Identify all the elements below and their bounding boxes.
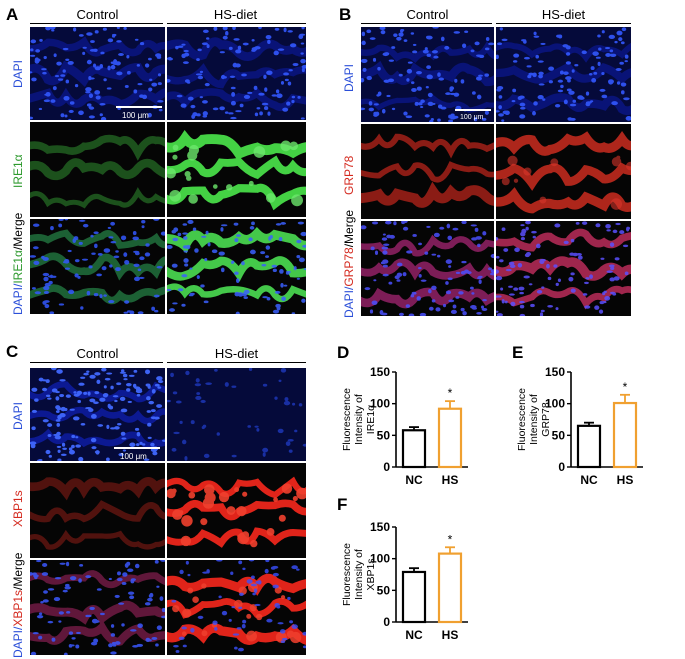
y-tick-label: 0 (383, 615, 390, 629)
panel-a-control-rule (30, 23, 163, 24)
panel-b-merge-marker-text: GRP78 (342, 247, 356, 287)
panel-b-control-rule (361, 23, 492, 24)
y-axis-label: Intensity of (528, 394, 540, 445)
panel-c-hsdiet-rule (167, 362, 306, 363)
panel-a-hsdiet-dapi-image (167, 27, 306, 120)
panel-a-hsdiet-merge-image (167, 219, 306, 314)
panel-a-merge-suffix-text: /Merge (11, 212, 25, 251)
panel-a-control-dapi-image (30, 27, 165, 120)
panel-c-dapi-row-label: DAPI (11, 401, 25, 430)
bar-hs (437, 407, 463, 469)
y-axis-label: Fluorescence (516, 388, 528, 451)
panel-b-hsdiet-dapi-image (496, 27, 631, 122)
panel-b-merge-suffix-text: /Merge (342, 209, 356, 248)
panel-letter-c: C (6, 342, 19, 361)
x-tick-label: HS (442, 628, 459, 642)
y-axis-label: GRP78 (540, 402, 552, 437)
panel-b-hsdiet-merge-image (496, 221, 631, 316)
y-tick-label: 150 (545, 365, 565, 379)
panel-b-control-merge-image (361, 221, 494, 316)
y-axis-label: Fluorescence (341, 543, 353, 606)
panel-a-control-merge-image (30, 219, 165, 314)
x-tick-label: NC (580, 473, 598, 487)
panel-b-control-heading: Control (406, 7, 449, 22)
y-tick-label: 50 (552, 428, 566, 442)
y-tick-label: 0 (383, 460, 390, 474)
panel-b-hsdiet-heading: HS-diet (541, 7, 586, 22)
y-axis-label: Intensity of (353, 394, 365, 445)
panel-letter-a: A (6, 5, 19, 24)
panel-c-control-merge-image (30, 560, 165, 655)
y-axis-label: Intensity of (353, 549, 365, 600)
panel-c-scale-label: 100 μm (120, 452, 147, 461)
y-tick-label: 50 (377, 428, 391, 442)
panel-b-control-grp78-image (361, 124, 494, 219)
panel-c-hsdiet-heading: HS-diet (214, 346, 259, 361)
panel-b-dapi-row-label: DAPI (342, 63, 356, 92)
panel-a-hsdiet-heading: HS-diet (213, 7, 258, 22)
y-tick-label: 50 (377, 583, 391, 597)
panel-b-hsdiet-rule (496, 23, 631, 24)
y-axis-label: XBP1s (365, 558, 377, 590)
panel-c-merge-dapi-text: DAPI/ (11, 626, 25, 658)
panel-b-merge-row-label: DAPI/GRP78/Merge (342, 210, 356, 318)
panel-c-control-dapi-image (30, 368, 165, 461)
panel-c-control-rule (30, 362, 163, 363)
panel-b-hsdiet-grp78-image (496, 124, 631, 219)
panel-c-control-xbp1s-image (30, 463, 165, 558)
y-axis-label: Fluorescence (341, 388, 353, 451)
panel-a-scale-bar (116, 106, 162, 108)
panel-letter-f: F (337, 495, 348, 514)
bar-nc (401, 429, 427, 469)
bar-nc (401, 570, 427, 624)
chart-e: 0 50 100 150 NC HS * Fluorescence Intensity of GR… (516, 365, 643, 487)
panel-letter-e: E (512, 343, 524, 362)
panel-b-merge-dapi-text: DAPI/ (342, 286, 356, 318)
y-tick-label: 100 (370, 397, 390, 411)
panel-b-grp78-row-label: GRP78 (342, 155, 356, 195)
bar-hs (437, 552, 463, 624)
panel-c-merge-suffix-text: /Merge (11, 552, 25, 590)
panel-c-scale-bar (114, 447, 160, 449)
significance-mark: * (448, 532, 453, 546)
panel-c-merge-row-label: DAPI/XBP1s/Merge (11, 553, 25, 658)
bar-nc (576, 424, 602, 469)
panel-c-hsdiet-merge-image (167, 560, 306, 655)
panel-letter-d: D (337, 343, 350, 362)
panel-c-hsdiet-dapi-image (167, 368, 306, 461)
significance-mark: * (448, 386, 453, 400)
panel-b-scale-bar (455, 109, 491, 111)
bar-hs (612, 401, 638, 469)
y-tick-label: 100 (545, 397, 565, 411)
y-tick-label: 0 (558, 460, 565, 474)
panel-c-control-heading: Control (76, 346, 119, 361)
panel-a-ire1a-row-label: IRE1α (11, 154, 25, 188)
significance-mark: * (623, 380, 628, 394)
panel-a-hsdiet-ire1a-image (167, 122, 306, 217)
panel-a-hsdiet-rule (167, 23, 306, 24)
y-axis-label: IRE1α (365, 405, 377, 434)
y-tick-label: 150 (370, 520, 390, 534)
panel-a-control-ire1a-image (30, 122, 165, 217)
chart-f: 0 50 100 150 NC HS * Fluorescence Intensity of XB… (341, 520, 468, 642)
x-tick-label: NC (405, 473, 423, 487)
chart-d: 0 50 100 150 NC HS * Fluorescence Intensity of IR… (341, 365, 468, 487)
panel-a-merge-marker-text: IRE1α (11, 250, 25, 284)
x-tick-label: NC (405, 628, 423, 642)
panel-a-dapi-row-label: DAPI (11, 59, 25, 88)
y-tick-label: 150 (370, 365, 390, 379)
panel-a-scale-label: 100 μm (122, 111, 149, 120)
panel-letter-b: B (339, 5, 352, 24)
panel-b-control-dapi-image (361, 27, 494, 122)
panel-a-merge-row-label: DAPI/IRE1α/Merge (11, 213, 25, 315)
panel-a-control-heading: Control (76, 7, 119, 22)
panel-b-scale-label: 100 μm (460, 114, 484, 121)
panel-c-hsdiet-xbp1s-image (167, 463, 306, 558)
y-tick-label: 100 (370, 552, 390, 566)
panel-c-merge-marker-text: XBP1s (11, 589, 25, 627)
x-tick-label: HS (617, 473, 634, 487)
x-tick-label: HS (442, 473, 459, 487)
panel-a-merge-dapi-text: DAPI/ (11, 283, 25, 315)
panel-c-xbp1s-row-label: XBP1s (11, 490, 25, 527)
